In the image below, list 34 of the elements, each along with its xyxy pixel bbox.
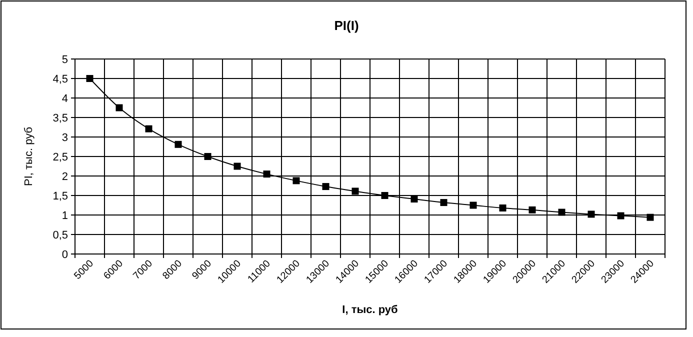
- y-tick-label: 2,5: [52, 151, 68, 164]
- point: [263, 170, 270, 178]
- point: [174, 140, 182, 148]
- chart-title: PI(I): [334, 18, 359, 33]
- point: [528, 206, 536, 214]
- y-tick-label: 4: [62, 92, 68, 105]
- y-tick-label: 0,5: [52, 229, 68, 242]
- y-tick-label: 4,5: [52, 73, 68, 86]
- point: [322, 183, 330, 190]
- y-axis-title: PI, тыс. руб: [23, 127, 35, 186]
- point: [116, 104, 123, 112]
- point: [470, 202, 477, 209]
- y-tick-label: 1,5: [52, 190, 68, 202]
- y-tick-label: 5: [62, 54, 68, 66]
- y-tick-label: 0: [62, 248, 68, 261]
- y-tick-label: 3,5: [52, 112, 68, 124]
- point: [381, 192, 388, 199]
- point: [617, 212, 624, 220]
- point: [352, 188, 359, 195]
- x-axis-title: I, тыс. руб: [342, 304, 398, 316]
- point: [204, 153, 212, 160]
- y-tick-label: 2: [62, 170, 68, 183]
- point: [86, 75, 94, 82]
- y-tick-label: 3: [62, 132, 68, 144]
- point: [292, 177, 300, 184]
- point: [410, 196, 418, 203]
- point: [558, 208, 566, 216]
- point: [588, 210, 595, 218]
- point: [234, 162, 241, 170]
- point: [440, 199, 448, 206]
- point: [646, 214, 654, 221]
- point: [145, 125, 152, 132]
- y-tick-label: 1: [62, 210, 68, 222]
- point: [499, 204, 506, 212]
